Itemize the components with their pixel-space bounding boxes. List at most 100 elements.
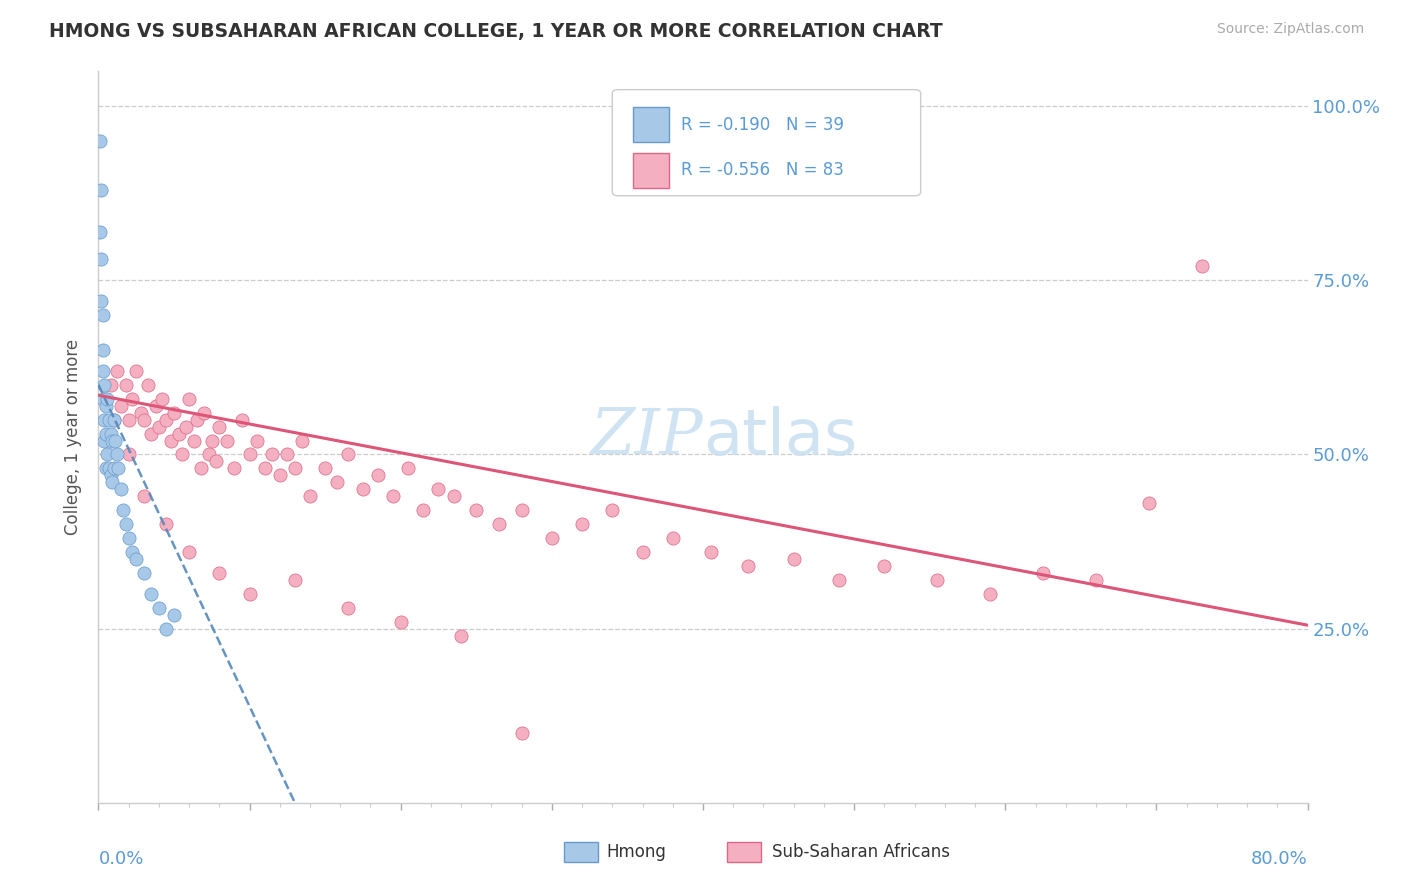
Point — [104, 434, 127, 448]
Point — [389, 615, 412, 629]
Point — [269, 468, 291, 483]
Point — [91, 343, 114, 357]
Point — [783, 552, 806, 566]
Point — [253, 461, 276, 475]
Point — [488, 517, 510, 532]
Bar — [564, 841, 598, 862]
Point — [132, 566, 155, 580]
Point — [163, 406, 186, 420]
Point — [103, 412, 125, 426]
Point — [125, 552, 148, 566]
Point — [571, 517, 593, 532]
Point — [129, 406, 152, 420]
Point — [239, 587, 262, 601]
Point — [103, 412, 125, 426]
Point — [1085, 573, 1108, 587]
Point — [90, 252, 112, 267]
Point — [197, 448, 219, 462]
Point — [737, 558, 759, 573]
Point — [246, 434, 269, 448]
Point — [110, 399, 132, 413]
Point — [193, 406, 215, 420]
Point — [160, 434, 183, 448]
Point — [382, 489, 405, 503]
Point — [91, 364, 114, 378]
Point — [100, 377, 122, 392]
Point — [326, 475, 349, 490]
FancyBboxPatch shape — [613, 90, 921, 195]
Point — [291, 434, 314, 448]
Point — [828, 573, 851, 587]
Point — [118, 448, 141, 462]
Point — [231, 412, 253, 426]
Point — [1032, 566, 1054, 580]
Point — [167, 426, 190, 441]
Point — [132, 489, 155, 503]
Point — [927, 573, 949, 587]
Point — [510, 726, 533, 740]
Point — [443, 489, 465, 503]
Point — [186, 412, 208, 426]
Point — [174, 419, 197, 434]
Point — [93, 377, 115, 392]
Point — [96, 448, 118, 462]
Point — [1137, 496, 1160, 510]
Point — [110, 483, 132, 497]
Point — [150, 392, 173, 406]
Point — [94, 426, 117, 441]
Point — [145, 399, 167, 413]
Point — [215, 434, 238, 448]
Point — [450, 629, 472, 643]
Point — [121, 545, 143, 559]
Point — [136, 377, 159, 392]
Point — [105, 448, 128, 462]
Point — [141, 587, 163, 601]
Point — [148, 419, 170, 434]
Point — [90, 294, 112, 309]
Text: R = -0.190   N = 39: R = -0.190 N = 39 — [682, 116, 844, 134]
Text: 0.0%: 0.0% — [98, 850, 143, 868]
Point — [155, 517, 177, 532]
Point — [208, 566, 231, 580]
Point — [101, 475, 124, 490]
Point — [190, 461, 212, 475]
Point — [336, 448, 359, 462]
Point — [183, 434, 205, 448]
Point — [107, 461, 129, 475]
Point — [98, 412, 121, 426]
Point — [314, 461, 336, 475]
Point — [103, 461, 125, 475]
Point — [284, 573, 307, 587]
Point — [179, 545, 201, 559]
Point — [179, 392, 201, 406]
Point — [631, 545, 654, 559]
Point — [91, 392, 114, 406]
Text: 80.0%: 80.0% — [1251, 850, 1308, 868]
Point — [118, 531, 141, 545]
Point — [224, 461, 246, 475]
Point — [352, 483, 374, 497]
Point — [105, 364, 128, 378]
Point — [100, 426, 122, 441]
Point — [141, 426, 163, 441]
Point — [201, 434, 224, 448]
Point — [93, 412, 115, 426]
Point — [661, 531, 683, 545]
Point — [873, 558, 896, 573]
Point — [89, 225, 111, 239]
Bar — [633, 107, 669, 143]
Text: Sub-Saharan Africans: Sub-Saharan Africans — [772, 843, 950, 861]
Point — [96, 392, 118, 406]
Text: ZIP: ZIP — [591, 406, 703, 468]
Point — [427, 483, 450, 497]
Y-axis label: College, 1 year or more: College, 1 year or more — [65, 339, 83, 535]
Point — [101, 434, 124, 448]
Point — [284, 461, 307, 475]
Point — [91, 308, 114, 322]
Point — [163, 607, 186, 622]
Point — [89, 134, 111, 148]
Point — [540, 531, 562, 545]
Point — [602, 503, 624, 517]
Point — [239, 448, 262, 462]
Point — [155, 622, 177, 636]
